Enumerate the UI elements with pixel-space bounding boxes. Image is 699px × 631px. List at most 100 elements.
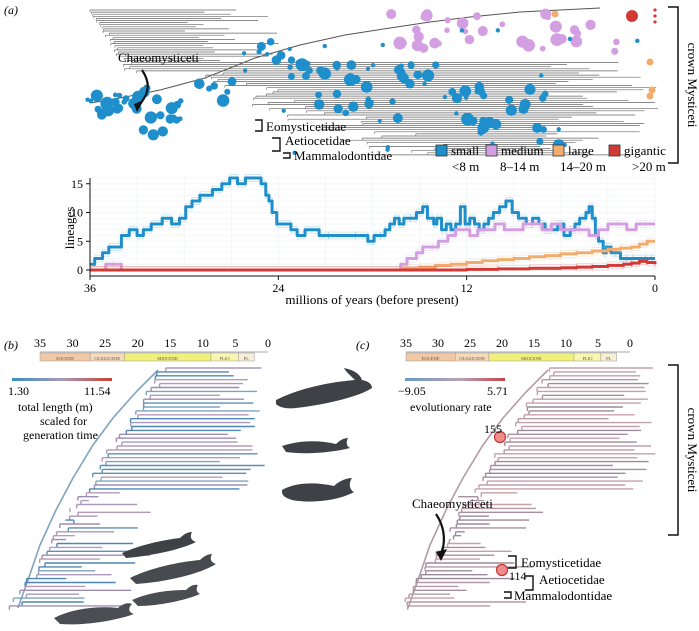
node-small [398, 63, 404, 69]
node-small [474, 81, 485, 92]
tree-branch [480, 492, 518, 497]
epoch-label: PL [606, 356, 612, 361]
node-small [227, 77, 237, 87]
whale-silhouette-eomysticetid [132, 584, 200, 606]
chart-grid [89, 177, 656, 271]
tree-branch [69, 507, 71, 513]
whale-silhouette-cetotheriid [122, 532, 196, 558]
node-small [144, 111, 157, 124]
node-small [360, 81, 373, 93]
node-small [453, 94, 459, 100]
node-small [304, 60, 311, 67]
aetiocetidae-bracket-c [525, 575, 534, 591]
node-medium [444, 27, 450, 34]
tip-gigantic [653, 14, 657, 18]
node-medium [499, 21, 506, 28]
node-small [151, 94, 162, 105]
tip-small [495, 28, 501, 33]
node-small [156, 111, 165, 120]
node-medium [516, 35, 529, 48]
y-tick-label: 10 [71, 206, 83, 220]
tree-branch [101, 457, 241, 462]
chart-series-small [90, 176, 655, 266]
node-large [646, 92, 654, 100]
node-small [332, 89, 342, 99]
node-medium [413, 31, 424, 42]
timescale-tick-label: 35 [34, 336, 46, 350]
whale-silhouette-aetiocetid [54, 603, 134, 625]
node-small [480, 92, 488, 100]
legend-gigantic: gigantic >20 m [608, 143, 666, 174]
node-small [173, 116, 181, 124]
timescale-tick-label: 0 [265, 336, 271, 350]
lineages-through-time-chart: 0 5 10 15 36 24 12 0 lineages millions of years… [62, 174, 658, 307]
tree-backbone [89, 7, 601, 104]
tree-branch [77, 496, 99, 501]
node-small [302, 72, 310, 80]
timescale-tick-label: 5 [232, 336, 238, 350]
legend-medium-name: medium [501, 143, 544, 158]
tip-small [442, 94, 448, 100]
x-tick-label: 24 [272, 281, 284, 295]
node-small [461, 85, 466, 90]
node-small [365, 66, 370, 71]
tree-branch [507, 433, 628, 439]
node-small [540, 126, 547, 133]
tree-branch [145, 390, 257, 396]
node-small [85, 97, 90, 102]
node-small [110, 100, 116, 106]
node-small [490, 119, 502, 130]
rate-shift-label-114: 114 [509, 569, 527, 583]
tree-branch [449, 527, 527, 532]
tree-branch [452, 535, 462, 540]
tip-small [242, 68, 248, 73]
epoch-label: MIOCENE [157, 356, 178, 361]
legend-small: small <8 m [435, 143, 480, 174]
node-small [287, 56, 296, 64]
chart-series-large [90, 239, 655, 272]
panel-a-label: (a) [4, 3, 18, 17]
chart-series-gigantic-replicate [90, 257, 656, 271]
node-small [176, 104, 181, 109]
panel-b-scale-title-2: scaled for [40, 414, 87, 428]
node-small [398, 68, 406, 76]
node-small [505, 95, 514, 104]
panel-b-timescale: 35 30 25 20 15 10 5 0 EOCENE OLIGOCENE MIOCENE PLIO… [34, 336, 271, 362]
tree-branch [24, 581, 116, 587]
node-medium [570, 35, 583, 48]
chart-series [90, 174, 657, 272]
node-small [313, 99, 325, 110]
tip-small [264, 51, 270, 57]
node-small [276, 50, 286, 60]
chart-axes: 0 5 10 15 36 24 12 0 [71, 177, 658, 295]
node-small [398, 72, 409, 84]
chaeomysticeti-arrowhead [134, 100, 144, 112]
node-small [505, 104, 517, 116]
x-axis-label: millions of years (before present) [285, 292, 458, 307]
y-tick-label: 0 [77, 263, 83, 277]
panel-c-scale-min: −9.05 [398, 384, 426, 398]
panel-c-label: (c) [356, 338, 369, 352]
timescale-tick-label: 10 [197, 336, 209, 350]
mammalodontidae-bracket [283, 152, 291, 159]
node-small [295, 58, 309, 72]
mammalodontidae-label: Mammalodontidae [294, 148, 392, 163]
x-tick-label: 12 [461, 281, 473, 295]
node-medium [444, 17, 451, 24]
panel-b-scale-title-3: generation time [23, 428, 98, 442]
y-tick-label: 5 [77, 234, 83, 248]
tree-branch [536, 386, 645, 392]
tree-branch [548, 367, 653, 372]
node-small [316, 66, 326, 75]
tree-branch [115, 437, 237, 443]
node-small [216, 94, 230, 107]
rate-shift-node-155 [493, 430, 507, 444]
node-medium [456, 17, 469, 30]
node-small [342, 109, 350, 117]
panel-c-scale-max: 5.71 [487, 384, 508, 398]
legend-gigantic-name: gigantic [624, 143, 666, 158]
timescale-tick-label: 20 [132, 336, 144, 350]
tree-branch [514, 421, 652, 427]
node-small [287, 72, 295, 81]
chaeomysticeti-arrowhead-c [436, 549, 447, 561]
